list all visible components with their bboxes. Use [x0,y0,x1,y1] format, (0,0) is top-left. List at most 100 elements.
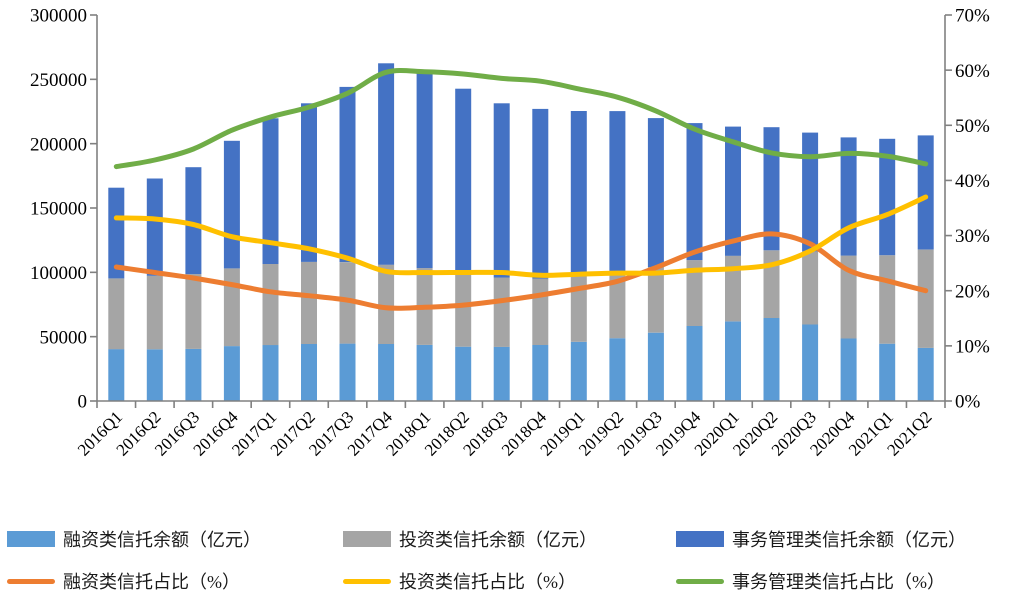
bar-segment-2016Q1-s1 [108,278,125,350]
legend-label-financing-balance: 融资类信托余额（亿元） [63,530,261,550]
bar-segment-2016Q1-s2 [108,187,125,279]
bar-segment-2020Q4-s1 [840,255,857,339]
bar-segment-2017Q3-s2 [339,86,356,263]
legend-item-financing-balance: 融资类信托余额（亿元） [7,527,261,551]
bar-segment-2017Q3-s1 [339,262,356,344]
legend-label-financing-pct: 融资类信托占比（%） [63,572,240,592]
bar-segment-2017Q3-s0 [339,343,356,401]
bar-segment-2020Q1-s2 [725,126,741,256]
legend-swatch-investment-balance [343,531,391,547]
legend-label-investment-pct: 投资类信托占比（%） [399,572,576,592]
bar-segment-2016Q3-s1 [185,274,202,349]
right-axis-tick-label: 10% [955,337,990,358]
trust-combo-chart: 0 50000 100000 150000 200000 250000 300000 0% 10… [30,6,990,460]
bar-segment-2019Q3-s0 [647,332,664,401]
right-axis-tick-label: 20% [955,281,990,302]
legend-swatch-investment-pct [343,578,391,584]
bar-segment-2016Q4-s1 [223,268,240,347]
bar-segment-2017Q2-s0 [301,344,317,401]
left-axis-tick-label: 150000 [30,199,87,220]
bar-segment-2021Q2-s1 [917,249,934,348]
bar-segment-2020Q2-s2 [763,127,780,251]
legend-swatch-admin-balance [676,531,724,547]
bar-segment-2019Q3-s1 [647,266,664,333]
bar-segment-2017Q2-s2 [301,103,317,262]
bar-segment-2018Q4-s0 [532,345,549,401]
bar-segment-2020Q2-s0 [763,318,780,401]
legend-item-financing-pct: 融资类信托占比（%） [7,569,240,593]
bar-segment-2018Q3-s1 [493,277,510,347]
bar-segment-2016Q4-s0 [223,346,240,401]
bar-segment-2017Q1-s1 [262,264,279,346]
bar-segment-2016Q2-s0 [146,349,163,401]
bar-segment-2019Q3-s2 [647,118,664,267]
right-axis-tick-label: 40% [955,171,990,192]
right-axis-tick-label: 50% [955,116,990,137]
bar-segment-2018Q4-s1 [532,278,549,345]
bar-segment-2020Q3-s2 [802,132,819,252]
bar-segment-2020Q4-s0 [840,338,857,401]
bar-segment-2019Q1-s2 [570,111,587,276]
bar-segment-2016Q2-s2 [146,178,163,276]
bar-segment-2020Q2-s1 [763,250,780,318]
right-axis-tick-label: 60% [955,61,990,82]
bar-segment-2021Q1-s0 [879,343,896,401]
bar-segment-2019Q4-s0 [686,326,703,401]
bar-segment-2018Q1-s2 [416,71,433,269]
legend-swatch-financing-pct [7,578,55,584]
bar-segment-2021Q1-s1 [879,255,896,344]
bar-segment-2021Q1-s2 [879,138,896,256]
bar-segment-2018Q3-s0 [493,346,510,401]
bar-segment-2017Q4-s0 [378,344,395,401]
legend-item-investment-balance: 投资类信托余额（亿元） [343,527,597,551]
right-axis-tick-label: 0% [955,392,981,413]
bar-segment-2018Q4-s2 [532,108,549,279]
left-axis-tick-label: 50000 [40,327,88,348]
bar-segment-2018Q2-s0 [455,346,472,401]
bar-segment-2017Q1-s0 [262,345,279,401]
legend-item-admin-balance: 事务管理类信托余额（亿元） [676,527,966,551]
legend-swatch-admin-pct [676,578,724,584]
legend-label-investment-balance: 投资类信托余额（亿元） [399,530,597,550]
bar-segment-2021Q2-s2 [917,135,934,250]
bar-segment-2020Q1-s1 [725,255,741,322]
bar-segment-2017Q4-s2 [378,63,395,265]
bar-segment-2019Q2-s2 [609,111,626,271]
bar-segment-2018Q2-s2 [455,88,472,274]
legend-label-admin-balance: 事务管理类信托余额（亿元） [732,530,966,550]
bar-segment-2021Q2-s0 [917,347,934,401]
bar-segment-2020Q3-s1 [802,251,819,325]
right-axis-tick-label: 30% [955,226,990,247]
bar-segment-2017Q1-s2 [262,118,279,264]
bar-segment-2019Q4-s2 [686,123,703,261]
bar-segment-2016Q3-s2 [185,167,202,275]
bar-segment-2019Q1-s0 [570,341,587,401]
bar-segment-2016Q1-s0 [108,349,125,401]
left-axis-tick-label: 100000 [30,263,87,284]
bar-segment-2018Q3-s2 [493,103,510,278]
bar-segment-2018Q2-s1 [455,273,472,347]
legend-label-admin-pct: 事务管理类信托占比（%） [732,572,945,592]
bar-segment-2016Q2-s1 [146,275,163,350]
line-series-2 [113,68,929,170]
bar-segment-2019Q4-s1 [686,260,703,326]
bar-segment-2017Q2-s1 [301,261,317,344]
right-axis-tick-label: 70% [955,6,990,27]
left-axis-tick-label: 0 [78,392,88,413]
line-series-0 [113,231,929,311]
bar-segment-2019Q2-s0 [609,338,626,401]
bar-segment-2020Q1-s0 [725,321,741,401]
left-axis-tick-label: 200000 [30,134,87,155]
left-axis-tick-label: 250000 [30,70,87,91]
bar-segment-2016Q3-s0 [185,348,202,401]
bar-segment-2018Q1-s0 [416,344,433,401]
chart-canvas: 0 50000 100000 150000 200000 250000 300000 0% 10… [30,6,990,460]
bar-segment-2017Q4-s1 [378,264,395,344]
left-axis-tick-label: 300000 [30,6,87,27]
bar-segment-2020Q3-s0 [802,324,819,401]
line-series-1 [113,194,929,278]
legend-swatch-financing-balance [7,531,55,547]
legend-item-admin-pct: 事务管理类信托占比（%） [676,569,945,593]
legend-item-investment-pct: 投资类信托占比（%） [343,569,576,593]
bar-segment-2019Q2-s1 [609,270,626,339]
